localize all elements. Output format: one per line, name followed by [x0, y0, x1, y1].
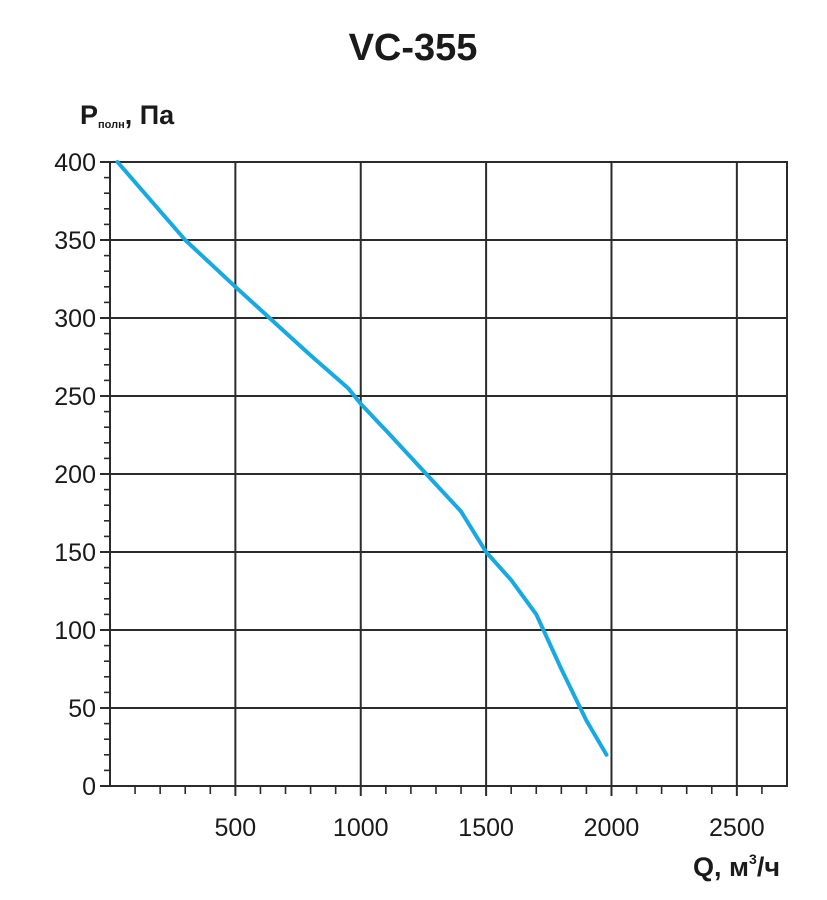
x-tick-label: 2500: [709, 814, 765, 842]
y-tick-label: 350: [54, 227, 96, 255]
x-tick-label: 1500: [458, 814, 514, 842]
data-point: [310, 354, 312, 356]
x-tick-label: 500: [215, 814, 257, 842]
data-point: [585, 719, 587, 721]
y-tick-label: 200: [54, 461, 96, 489]
y-axis-label-unit: , Па: [125, 100, 175, 130]
x-axis-label-superscript: 3: [749, 851, 757, 867]
data-point: [535, 613, 537, 615]
x-tick-labels: 500 1000 1500 2000 2500: [215, 814, 765, 842]
data-point: [234, 286, 236, 288]
y-tick-label: 0: [82, 773, 96, 801]
x-tick-label: 2000: [584, 814, 640, 842]
y-tick-label: 50: [68, 695, 96, 723]
x-axis-label-suffix: /ч: [757, 852, 780, 882]
data-point: [272, 320, 274, 322]
x-axis-label: Q, м3/ч: [693, 851, 780, 882]
y-axis-label: Pполн, Па: [80, 100, 175, 131]
y-tick-label: 150: [54, 539, 96, 567]
y-axis-label-symbol: P: [80, 100, 98, 130]
data-point: [385, 429, 387, 431]
data-point: [117, 161, 119, 163]
data-point: [460, 510, 462, 512]
data-point: [605, 754, 607, 756]
y-tick-label: 300: [54, 305, 96, 333]
data-point: [184, 239, 186, 241]
data-point: [360, 403, 362, 405]
y-tick-label: 250: [54, 383, 96, 411]
series-layer: [115, 160, 609, 757]
x-axis-label-prefix: Q, м: [693, 852, 749, 882]
data-point: [485, 551, 487, 553]
data-point: [560, 668, 562, 670]
y-tick-labels: 0 50 100 150 200 250 300 350 400: [54, 149, 96, 801]
chart-title: VC-355: [349, 27, 478, 69]
y-tick-label: 400: [54, 149, 96, 177]
x-tick-label: 1000: [333, 814, 389, 842]
y-tick-label: 100: [54, 617, 96, 645]
y-axis-label-subscript: полн: [98, 119, 125, 131]
minor-ticks: [104, 176, 763, 794]
data-point: [510, 579, 512, 581]
plot-frame: [109, 161, 788, 787]
data-point: [347, 387, 349, 389]
series-line: [115, 160, 609, 757]
data-point: [422, 470, 424, 472]
